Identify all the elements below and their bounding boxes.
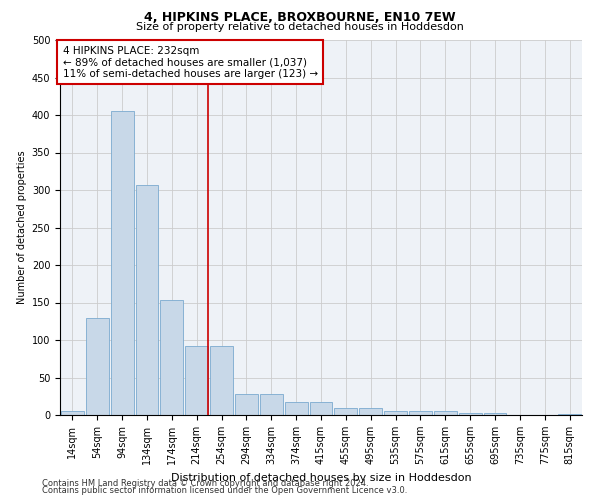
Bar: [61, 411, 84, 415]
Bar: [434, 411, 457, 415]
Bar: [210, 346, 233, 415]
Bar: [334, 408, 357, 415]
X-axis label: Distribution of detached houses by size in Hoddesdon: Distribution of detached houses by size …: [170, 472, 472, 482]
Text: Contains public sector information licensed under the Open Government Licence v3: Contains public sector information licen…: [42, 486, 407, 495]
Bar: [459, 413, 482, 415]
Bar: [310, 402, 332, 415]
Bar: [86, 318, 109, 415]
Bar: [285, 402, 308, 415]
Bar: [235, 394, 258, 415]
Bar: [484, 413, 506, 415]
Bar: [260, 394, 283, 415]
Text: Size of property relative to detached houses in Hoddesdon: Size of property relative to detached ho…: [136, 22, 464, 32]
Bar: [409, 411, 432, 415]
Text: 4, HIPKINS PLACE, BROXBOURNE, EN10 7EW: 4, HIPKINS PLACE, BROXBOURNE, EN10 7EW: [144, 11, 456, 24]
Text: Contains HM Land Registry data © Crown copyright and database right 2024.: Contains HM Land Registry data © Crown c…: [42, 478, 368, 488]
Bar: [160, 300, 183, 415]
Bar: [558, 414, 581, 415]
Bar: [359, 408, 382, 415]
Bar: [136, 184, 158, 415]
Bar: [111, 112, 134, 415]
Text: 4 HIPKINS PLACE: 232sqm
← 89% of detached houses are smaller (1,037)
11% of semi: 4 HIPKINS PLACE: 232sqm ← 89% of detache…: [62, 46, 318, 79]
Y-axis label: Number of detached properties: Number of detached properties: [17, 150, 28, 304]
Bar: [185, 346, 208, 415]
Bar: [384, 411, 407, 415]
